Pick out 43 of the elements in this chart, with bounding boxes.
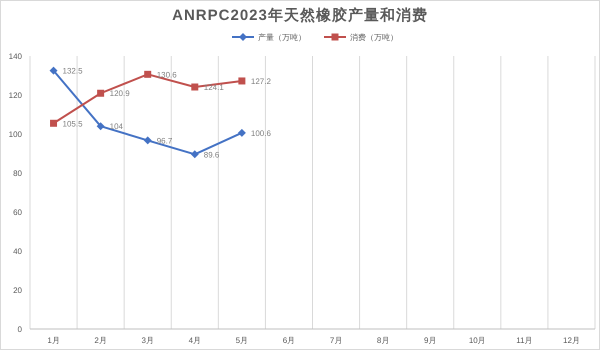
x-tick-label: 11月 xyxy=(516,336,533,345)
point xyxy=(50,66,58,75)
x-tick-label: 10月 xyxy=(468,336,486,345)
y-tick-label: 60 xyxy=(13,208,23,217)
x-tick-label: 9月 xyxy=(424,336,436,345)
x-tick-label: 5月 xyxy=(236,336,248,345)
chart-title: ANRPC2023年天然橡胶产量和消费 xyxy=(172,6,428,24)
point xyxy=(190,150,199,158)
y-tick-label: 20 xyxy=(13,286,23,295)
point xyxy=(238,128,246,137)
x-tick-label: 8月 xyxy=(376,336,390,345)
y-tick-label: 100 xyxy=(8,130,23,139)
point xyxy=(144,136,152,144)
data-label: 96.7 xyxy=(156,136,173,146)
point xyxy=(238,77,246,84)
y-tick-label: 0 xyxy=(18,325,23,334)
x-tick-label: 6月 xyxy=(282,336,296,345)
legend-label: 消费（万吨） xyxy=(350,33,398,42)
point xyxy=(97,90,104,97)
x-tick-label: 1月 xyxy=(47,336,60,345)
point xyxy=(191,84,198,91)
x-tick-label: 4月 xyxy=(188,336,202,345)
data-label: 132.5 xyxy=(62,66,84,76)
x-tick-label: 2月 xyxy=(94,336,107,345)
x-tick-label: 12月 xyxy=(563,336,580,345)
y-tick-label: 80 xyxy=(13,169,23,178)
data-label: 105.5 xyxy=(62,119,84,128)
data-label: 120.9 xyxy=(110,89,130,98)
x-tick-label: 7月 xyxy=(330,336,342,345)
data-label: 127.2 xyxy=(250,76,272,86)
data-label: 100.6 xyxy=(250,128,272,138)
y-tick-label: 40 xyxy=(13,247,23,256)
data-label: 89.6 xyxy=(204,150,220,160)
data-label: 104 xyxy=(110,122,124,132)
point xyxy=(144,70,152,78)
x-tick-label: 3月 xyxy=(141,336,154,345)
point xyxy=(50,120,58,127)
data-label: 130.6 xyxy=(156,70,178,80)
y-tick-label: 140 xyxy=(8,52,23,61)
point xyxy=(96,122,105,130)
data-label: 124.1 xyxy=(204,83,224,92)
y-tick-label: 120 xyxy=(8,91,23,100)
legend-label: 产量（万吨） xyxy=(258,33,306,42)
